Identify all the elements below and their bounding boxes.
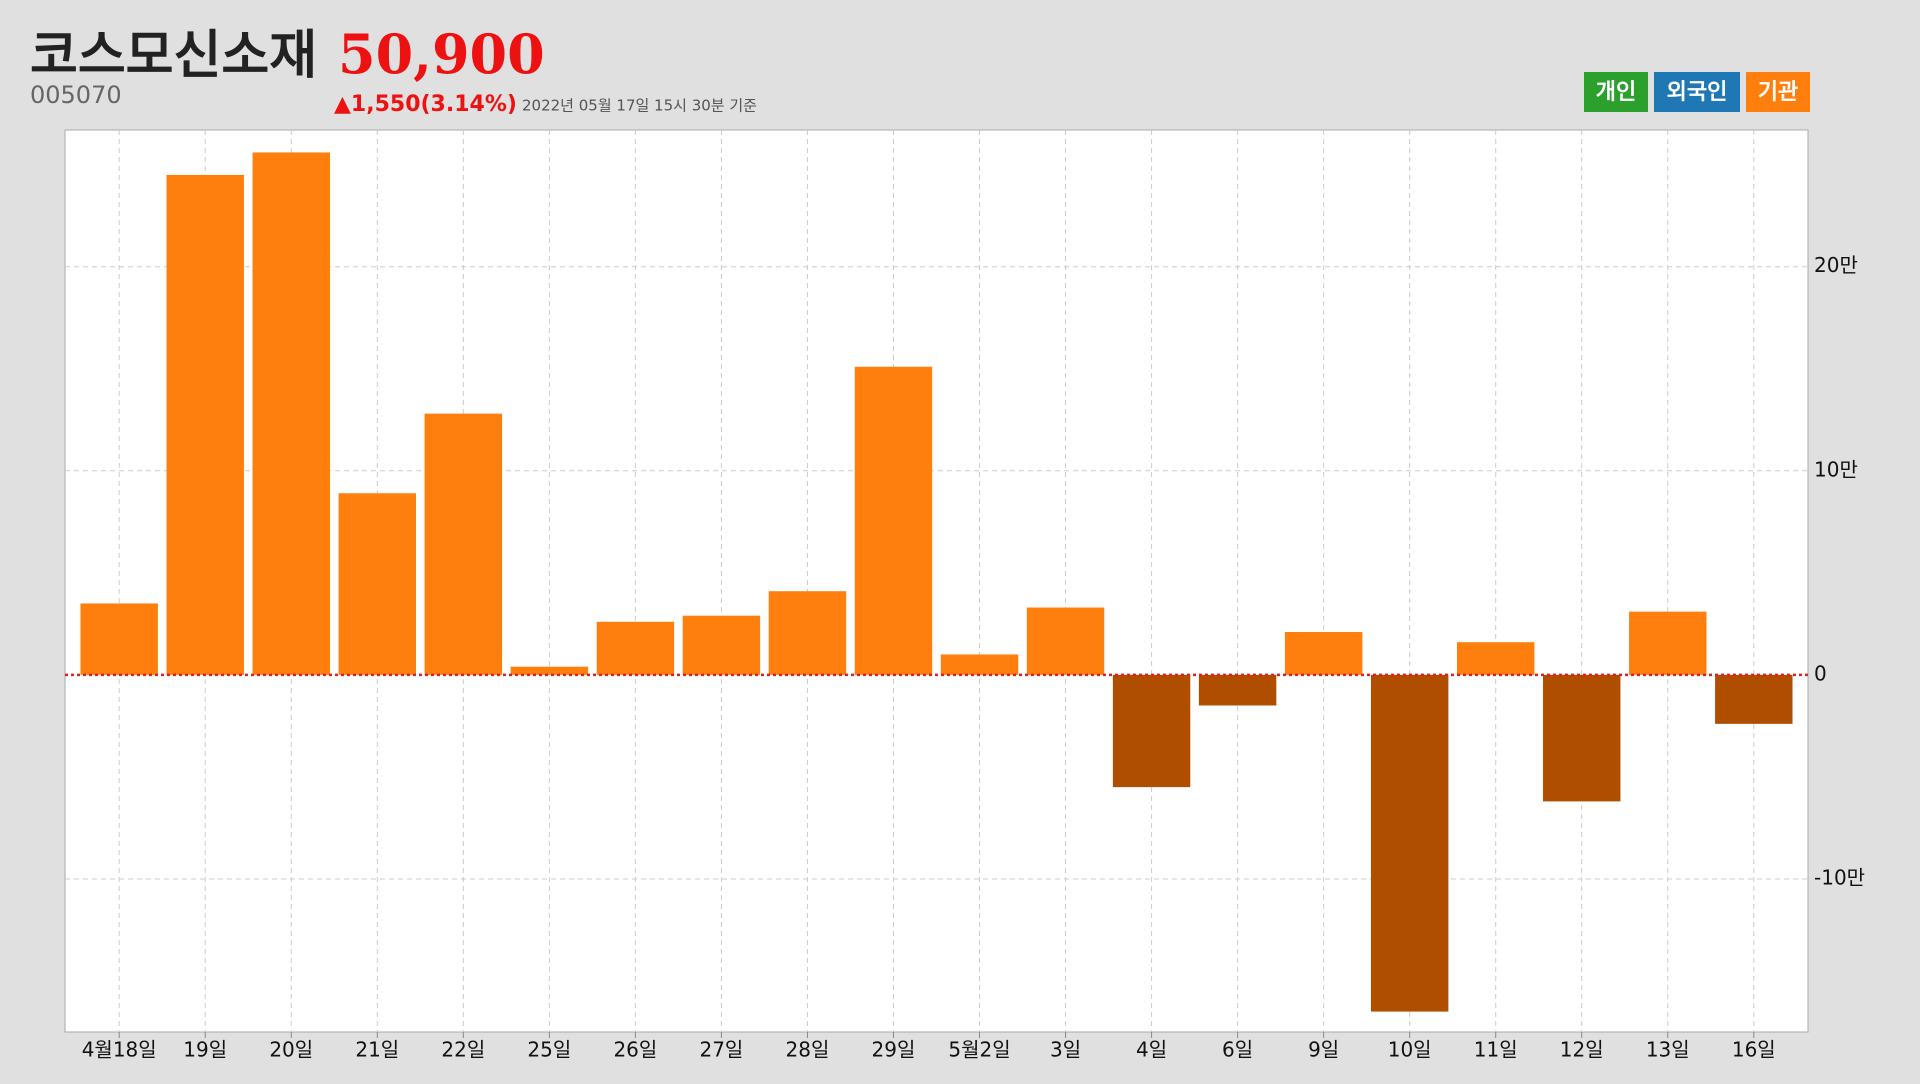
- x-tick-label: 10일: [1388, 1038, 1432, 1062]
- x-tick-label: 25일: [527, 1038, 571, 1062]
- legend-swatch[interactable]: [1654, 72, 1740, 112]
- bar: [1456, 642, 1535, 675]
- x-tick-label: 5월2일: [948, 1038, 1010, 1062]
- x-tick-label: 11일: [1474, 1038, 1518, 1062]
- bar: [1715, 674, 1793, 724]
- x-tick-label: 4월18일: [82, 1038, 157, 1062]
- bar: [338, 493, 417, 675]
- x-tick-label: 20일: [269, 1038, 313, 1062]
- legend-label[interactable]: 외국인: [1667, 80, 1728, 105]
- x-tick-label: 6일: [1222, 1038, 1253, 1062]
- bar: [510, 666, 589, 675]
- bar: [940, 654, 1019, 675]
- legend-swatch[interactable]: [1584, 72, 1648, 112]
- bar: [424, 413, 503, 675]
- bar: [1026, 607, 1105, 675]
- price-change: ▲1,550(3.14%): [334, 92, 517, 117]
- x-tick-label: 4일: [1136, 1038, 1167, 1062]
- y-tick-label: -10만: [1814, 865, 1865, 889]
- bar: [596, 621, 675, 675]
- price: 50,900: [338, 22, 545, 86]
- x-tick-label: 22일: [441, 1038, 485, 1062]
- bar: [1112, 674, 1191, 788]
- bar: [166, 174, 244, 675]
- bar: [1198, 674, 1277, 706]
- x-tick-label: 28일: [786, 1038, 830, 1062]
- bar: [80, 603, 158, 675]
- y-tick-label: 10만: [1814, 457, 1858, 481]
- x-tick-label: 3일: [1050, 1038, 1081, 1062]
- bar: [682, 615, 761, 675]
- stock-name: 코스모신소재: [30, 26, 317, 86]
- bar: [1370, 674, 1449, 1012]
- x-tick-label: 19일: [183, 1038, 227, 1062]
- x-tick-label: 9일: [1308, 1038, 1339, 1062]
- y-tick-label: 0: [1814, 661, 1827, 685]
- legend-label[interactable]: 기관: [1758, 80, 1798, 105]
- timestamp: 2022년 05월 17일 15시 30분 기준: [522, 97, 757, 115]
- legend-label[interactable]: 개인: [1596, 80, 1636, 105]
- x-tick-label: 13일: [1646, 1038, 1690, 1062]
- bar: [1629, 611, 1707, 675]
- x-tick-label: 12일: [1560, 1038, 1604, 1062]
- x-tick-label: 26일: [613, 1038, 657, 1062]
- bar: [768, 591, 847, 675]
- x-tick-label: 16일: [1732, 1038, 1776, 1062]
- bar: [252, 152, 330, 675]
- bar: [1284, 632, 1363, 675]
- x-tick-label: 21일: [355, 1038, 399, 1062]
- bar: [1543, 674, 1621, 802]
- x-tick-label: 29일: [872, 1038, 916, 1062]
- legend-swatch[interactable]: [1746, 72, 1810, 112]
- bar: [854, 366, 933, 675]
- y-tick-label: 20만: [1814, 253, 1858, 277]
- stock-code: 005070: [30, 81, 122, 109]
- x-tick-label: 27일: [699, 1038, 743, 1062]
